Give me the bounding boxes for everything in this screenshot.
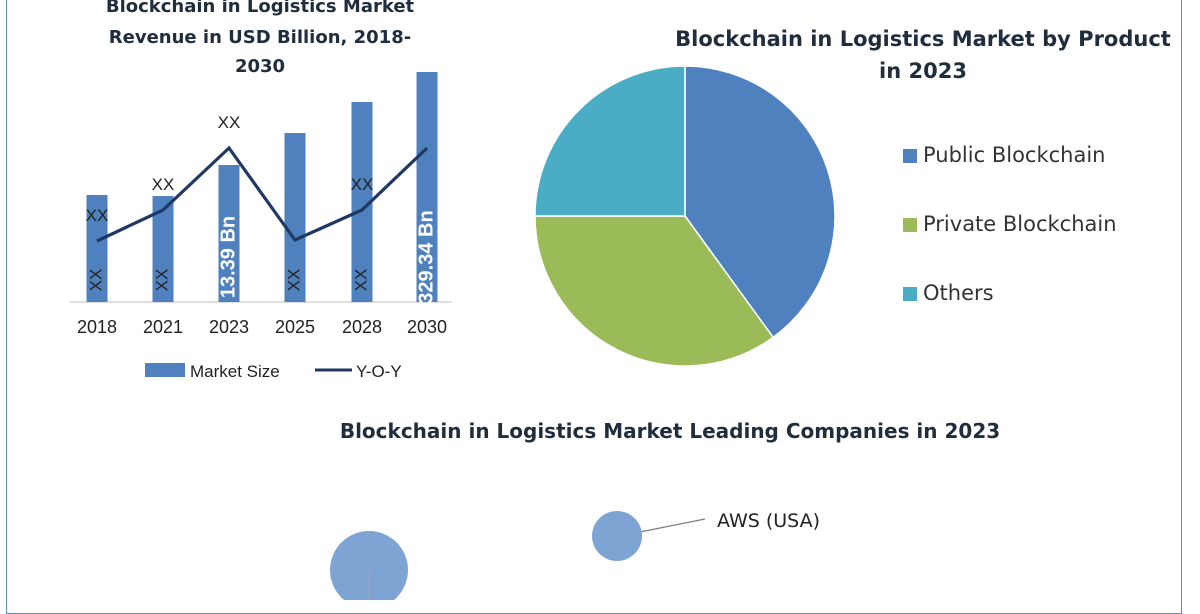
bar-label-2030: 329.34 Bn — [415, 210, 437, 303]
bar-chart-title-line-2: Revenue in USD Billion, 2018- — [109, 27, 411, 48]
bar-2025 — [284, 133, 306, 302]
pie-legend-label-3: Others — [923, 281, 994, 305]
pie-legend-swatch-3 — [903, 287, 917, 301]
companies-bubble-chart: AWS (USA) — [330, 510, 820, 600]
legend-market-size-swatch — [145, 363, 185, 377]
bar-chart-title-line-3: 2030 — [235, 56, 285, 77]
yoy-line-group — [96, 145, 429, 243]
yoy-label-2028: XX — [351, 175, 374, 194]
yoy-label-2021: XX — [152, 175, 175, 194]
bars-group — [86, 72, 438, 302]
companies-title: Blockchain in Logistics Market Leading C… — [340, 419, 1000, 443]
bar-2018 — [86, 195, 108, 302]
bar-2023 — [218, 165, 240, 302]
bar-chart-title: Blockchain in Logistics Market Revenue i… — [106, 0, 415, 77]
pie-chart-title: Blockchain in Logistics Market by Produc… — [675, 27, 1171, 83]
pie-chart-title-line-2: in 2023 — [879, 59, 967, 83]
infographic-canvas: Blockchain in Logistics Market Revenue i… — [70, 0, 1171, 600]
pie-slice-public-blockchain — [684, 65, 836, 339]
bar-label-2023: 13.39 Bn — [217, 216, 239, 298]
bar-label-2028: XX — [351, 269, 370, 292]
pie-legend: Public Blockchain Private Blockchain Other… — [903, 143, 1117, 305]
bar-2030 — [416, 72, 438, 302]
yoy-label-2018: XX — [86, 206, 109, 225]
yoy-line — [96, 145, 429, 243]
aws-leader-line — [639, 518, 706, 533]
bar-label-2021: XX — [152, 269, 171, 292]
x-tick-2030: 2030 — [407, 317, 447, 337]
bar-label-2025: XX — [284, 269, 303, 292]
bar-2021 — [152, 196, 174, 302]
bubble-aws — [592, 511, 642, 561]
x-tick-labels: 2018 2021 2023 2025 2028 2030 — [77, 317, 447, 337]
bar-label-2018: XX — [86, 269, 105, 292]
yoy-labels-group: XX XX XX XX — [86, 113, 374, 225]
pie-legend-label-1: Public Blockchain — [923, 143, 1106, 167]
bar-chart-legend: Market Size Y-O-Y — [145, 362, 402, 381]
x-tick-2028: 2028 — [342, 317, 382, 337]
bar-chart-title-line-1: Blockchain in Logistics Market — [106, 0, 415, 17]
x-tick-2018: 2018 — [77, 317, 117, 337]
x-tick-2021: 2021 — [143, 317, 183, 337]
bar-2028 — [351, 102, 373, 302]
pie-chart — [534, 65, 836, 367]
pie-legend-swatch-1 — [903, 149, 917, 163]
pie-legend-label-2: Private Blockchain — [923, 212, 1117, 236]
pie-slice-others — [534, 65, 686, 217]
bubble-aws-label: AWS (USA) — [717, 510, 820, 532]
pie-chart-title-line-1: Blockchain in Logistics Market by Produc… — [675, 27, 1171, 51]
legend-market-size-label: Market Size — [190, 362, 280, 381]
bar-labels-group: XX XX 13.39 Bn XX XX 329.34 Bn — [86, 210, 437, 303]
x-tick-2023: 2023 — [209, 317, 249, 337]
legend-yoy-label: Y-O-Y — [356, 362, 402, 381]
yoy-label-2023: XX — [218, 113, 241, 132]
x-tick-2025: 2025 — [275, 317, 315, 337]
bubble-large — [330, 531, 408, 600]
pie-slice-private-blockchain — [534, 215, 775, 367]
pie-legend-swatch-2 — [903, 218, 917, 232]
